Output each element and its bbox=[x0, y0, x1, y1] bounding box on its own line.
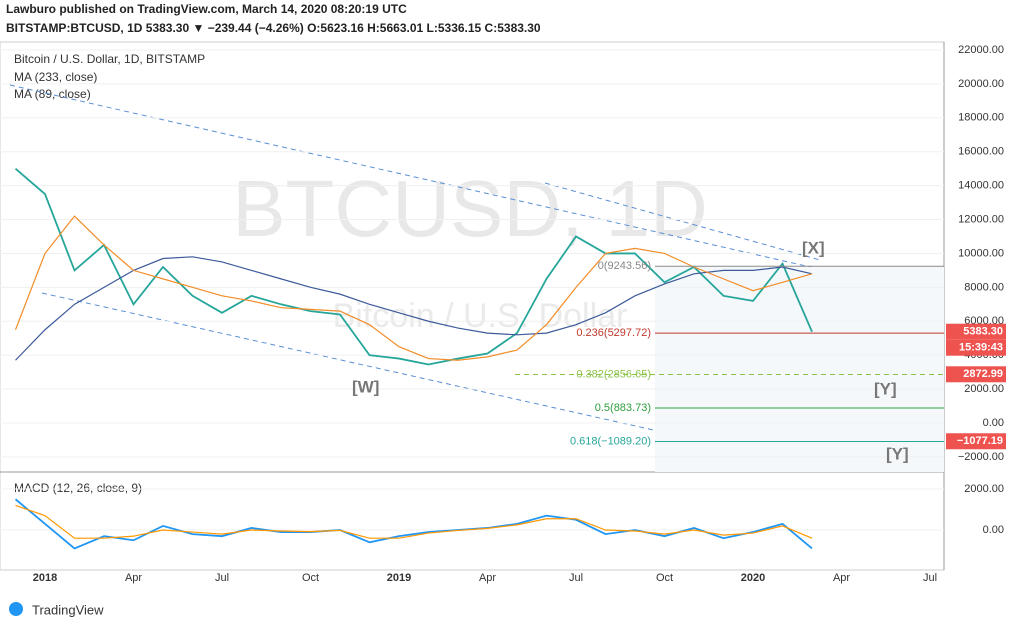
x-tick-label: Jul bbox=[569, 572, 583, 584]
x-tick-label: Jul bbox=[215, 572, 229, 584]
x-tick-label: Oct bbox=[302, 572, 319, 584]
y-tick-label: 0.00 bbox=[983, 524, 1004, 536]
footer-logo bbox=[9, 602, 23, 616]
macd-title: MACD (12, 26, close, 9) bbox=[14, 481, 142, 495]
wave-label: [W] bbox=[352, 377, 379, 396]
price-tag-label: 5383.30 bbox=[963, 326, 1003, 338]
countdown-tag bbox=[946, 339, 1006, 356]
y-tick-label: 2000.00 bbox=[964, 383, 1004, 395]
legend-ma89: MA (89, close) bbox=[14, 87, 91, 101]
y-tick-label: 14000.00 bbox=[958, 180, 1004, 192]
y-tick-label: 22000.00 bbox=[958, 44, 1004, 56]
x-tick-label: Apr bbox=[833, 572, 850, 584]
legend-ma233: MA (233, close) bbox=[14, 70, 97, 84]
price-tag bbox=[946, 433, 1006, 450]
price-tag bbox=[946, 366, 1006, 383]
y-tick-label: 8000.00 bbox=[964, 281, 1004, 293]
x-tick-label: 2019 bbox=[387, 572, 411, 584]
price-tag-label: 2872.99 bbox=[963, 368, 1003, 380]
x-tick-label: 2020 bbox=[741, 572, 765, 584]
fib-label: 0.5(883.73) bbox=[595, 402, 651, 414]
x-tick-label: 2018 bbox=[33, 572, 57, 584]
wave-label: [Y] bbox=[886, 444, 909, 463]
y-tick-label: 20000.00 bbox=[958, 78, 1004, 90]
fib-label: 0.382(2856.65) bbox=[576, 368, 651, 380]
y-tick-label: 0.00 bbox=[983, 417, 1004, 429]
y-tick-label: 16000.00 bbox=[958, 146, 1004, 158]
y-tick-label: 12000.00 bbox=[958, 213, 1004, 225]
legend-title: Bitcoin / U.S. Dollar, 1D, BITSTAMP bbox=[14, 52, 205, 66]
y-tick-label: 2000.00 bbox=[964, 483, 1004, 495]
y-tick-label: 18000.00 bbox=[958, 112, 1004, 124]
series-line bbox=[15, 504, 813, 539]
watermark-name: Bitcoin / U.S. Dollar bbox=[333, 297, 628, 335]
price-tag bbox=[946, 323, 1006, 340]
series-line bbox=[15, 256, 813, 361]
x-tick-label: Apr bbox=[479, 572, 496, 584]
y-tick-label: −2000.00 bbox=[958, 451, 1004, 463]
x-tick-label: Oct bbox=[656, 572, 673, 584]
wave-label: [Y] bbox=[874, 379, 897, 398]
fib-label: 0(9243.56) bbox=[598, 260, 651, 272]
published: Lawburo published on TradingView.com, Ma… bbox=[6, 2, 407, 16]
x-tick-label: Jul bbox=[923, 572, 937, 584]
series-line bbox=[14, 215, 813, 361]
y-tick-label: 10000.00 bbox=[958, 247, 1004, 259]
fib-label: 0.236(5297.72) bbox=[576, 327, 651, 339]
series-line bbox=[14, 167, 813, 366]
symbol-line: BITSTAMP:BTCUSD, 1D 5383.30 ▼ −239.44 (−… bbox=[6, 21, 541, 35]
x-tick-label: Apr bbox=[125, 572, 142, 584]
footer-brand: TradingView bbox=[32, 602, 104, 617]
wave-label: [X] bbox=[802, 238, 825, 257]
fib-label: 0.618(−1089.20) bbox=[570, 435, 651, 447]
price-tag-label: −1077.19 bbox=[957, 435, 1003, 447]
watermark: BTCUSD, 1D bbox=[232, 164, 708, 253]
countdown: 15:39:43 bbox=[959, 342, 1003, 354]
